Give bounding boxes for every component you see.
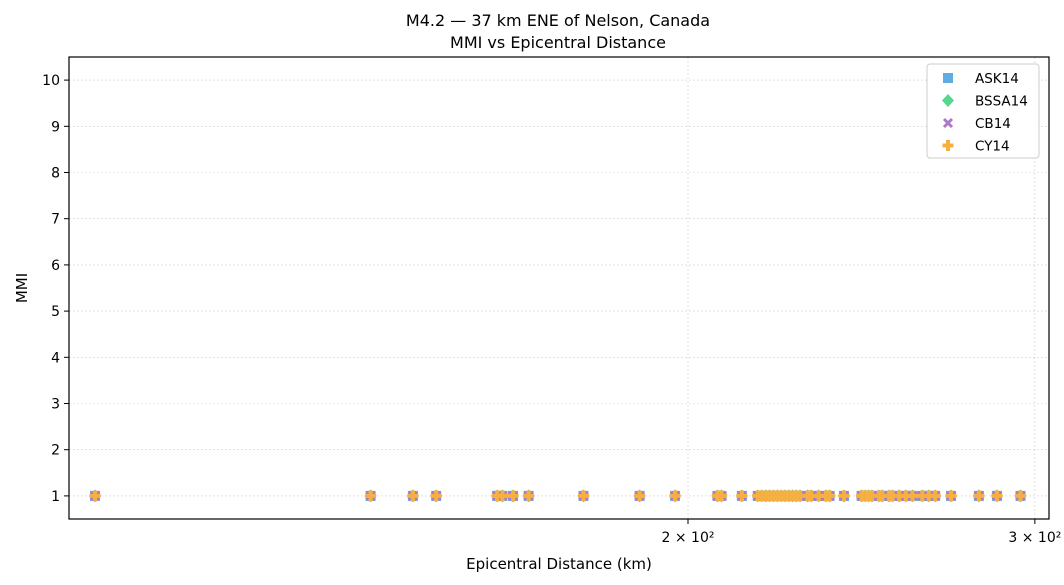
cy14-point — [716, 490, 728, 502]
y-tick-label: 2 — [51, 443, 60, 459]
cy14-point — [89, 490, 101, 502]
y-tick-label: 6 — [51, 258, 60, 274]
y-tick-label: 4 — [51, 350, 60, 366]
cy14-point — [906, 490, 918, 502]
cy14-point — [838, 490, 850, 502]
chart-title: M4.2 — 37 km ENE of Nelson, Canada — [406, 11, 710, 30]
y-tick-label: 1 — [51, 489, 60, 505]
y-tick-label: 9 — [51, 119, 60, 135]
x-axis-ticks: 2 × 10² 3 × 10² — [662, 519, 1061, 546]
cy14-point — [945, 490, 957, 502]
legend-label-cy14: CY14 — [975, 139, 1010, 155]
legend: ASK14 BSSA14 CB14 CY14 — [926, 63, 1040, 159]
cy14-point — [496, 490, 508, 502]
legend-label-ask14: ASK14 — [975, 71, 1019, 87]
grid-lines — [69, 57, 1049, 519]
cy14-point — [929, 490, 941, 502]
cy14-point — [430, 490, 442, 502]
y-axis-ticks: 1 2 3 4 5 6 7 8 9 10 — [42, 73, 69, 505]
x-axis-label: Epicentral Distance (km) — [466, 555, 652, 573]
x-tick-label: 2 × 10² — [662, 530, 715, 546]
y-tick-label: 5 — [51, 304, 60, 320]
cy14-point — [407, 490, 419, 502]
legend-label-bssa14: BSSA14 — [975, 94, 1028, 110]
x-tick-label: 3 × 10² — [1008, 530, 1061, 546]
legend-marker-cb14 — [942, 117, 954, 129]
cy14-point — [824, 490, 836, 502]
cy14-point — [365, 490, 377, 502]
legend-marker-ask14 — [943, 73, 953, 83]
legend-marker-cy14 — [942, 140, 954, 151]
cy14-point — [669, 490, 681, 502]
cy14-point — [973, 490, 985, 502]
cy14-point — [634, 490, 646, 502]
y-tick-label: 10 — [42, 73, 60, 89]
chart-subtitle: MMI vs Epicentral Distance — [450, 33, 666, 52]
cy14-point — [523, 490, 535, 502]
data-points — [89, 489, 1027, 503]
cy14-point — [507, 490, 519, 502]
cy14-point — [577, 490, 589, 502]
cy14-point — [736, 490, 748, 502]
legend-box — [926, 63, 1040, 159]
cy14-point — [991, 490, 1003, 502]
legend-label-cb14: CB14 — [975, 116, 1011, 132]
y-axis-label: MMI — [13, 273, 31, 303]
y-tick-label: 8 — [51, 166, 60, 182]
y-tick-label: 3 — [51, 397, 60, 413]
cy14-point — [1014, 490, 1026, 502]
plot-frame — [68, 56, 1050, 520]
y-tick-label: 7 — [51, 212, 60, 228]
legend-marker-bssa14 — [942, 94, 954, 107]
